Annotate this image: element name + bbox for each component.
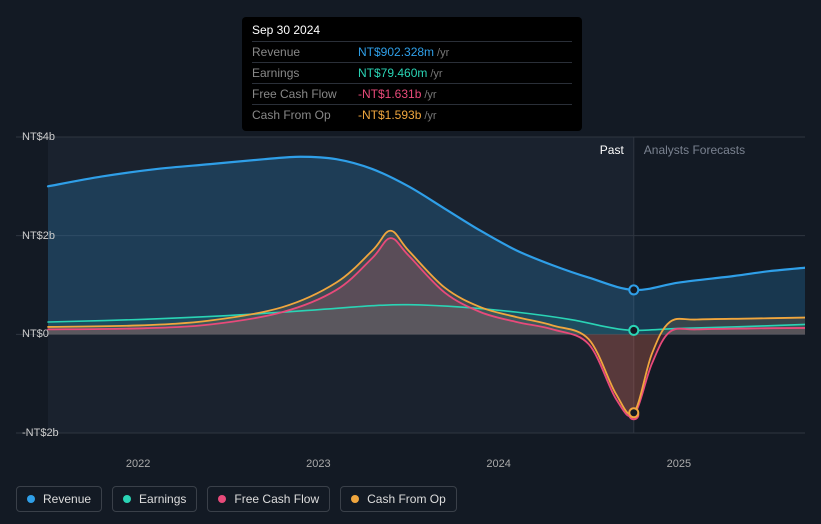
tooltip-metric-value: NT$902.328m/yr [358, 43, 449, 62]
legend-dot [351, 495, 359, 503]
x-axis-label: 2023 [306, 458, 330, 470]
tooltip-row: Cash From Op -NT$1.593b/yr [252, 104, 572, 125]
tooltip-row: Earnings NT$79.460m/yr [252, 62, 572, 83]
legend-label: Revenue [43, 492, 91, 506]
chart-legend: Revenue Earnings Free Cash Flow Cash From O… [16, 486, 457, 512]
legend-item-free-cash-flow[interactable]: Free Cash Flow [207, 486, 330, 512]
tooltip-metric-value: NT$79.460m/yr [358, 64, 443, 83]
legend-item-earnings[interactable]: Earnings [112, 486, 197, 512]
x-axis-label: 2025 [667, 458, 691, 470]
x-axis-label: 2024 [486, 458, 510, 470]
legend-label: Cash From Op [367, 492, 446, 506]
tooltip-row: Revenue NT$902.328m/yr [252, 41, 572, 62]
earnings-chart: NT$4b NT$2b NT$0 -NT$2b 2022 2023 2024 2025 Pa… [16, 125, 805, 470]
tooltip-metric-label: Cash From Op [252, 106, 342, 125]
legend-dot [123, 495, 131, 503]
region-label-past: Past [600, 143, 624, 157]
tooltip-metric-label: Earnings [252, 64, 342, 83]
y-axis-label: -NT$2b [22, 427, 59, 439]
x-axis-label: 2022 [126, 458, 150, 470]
tooltip-metric-value: -NT$1.631b/yr [358, 85, 437, 104]
tooltip-metric-value: -NT$1.593b/yr [358, 106, 437, 125]
y-axis-label: NT$4b [22, 131, 55, 143]
tooltip-row: Free Cash Flow -NT$1.631b/yr [252, 83, 572, 104]
tooltip-date: Sep 30 2024 [252, 23, 572, 37]
tooltip-metric-label: Revenue [252, 43, 342, 62]
region-label-forecast: Analysts Forecasts [644, 143, 745, 157]
chart-tooltip: Sep 30 2024 RevenueNT$902.328m/yrEarning… [242, 17, 582, 131]
chart-svg [16, 125, 805, 470]
legend-label: Free Cash Flow [234, 492, 319, 506]
legend-dot [27, 495, 35, 503]
legend-label: Earnings [139, 492, 186, 506]
legend-item-revenue[interactable]: Revenue [16, 486, 102, 512]
y-axis-label: NT$2b [22, 230, 55, 242]
y-axis-label: NT$0 [22, 328, 49, 340]
legend-dot [218, 495, 226, 503]
legend-item-cash-from-op[interactable]: Cash From Op [340, 486, 457, 512]
tooltip-metric-label: Free Cash Flow [252, 85, 342, 104]
